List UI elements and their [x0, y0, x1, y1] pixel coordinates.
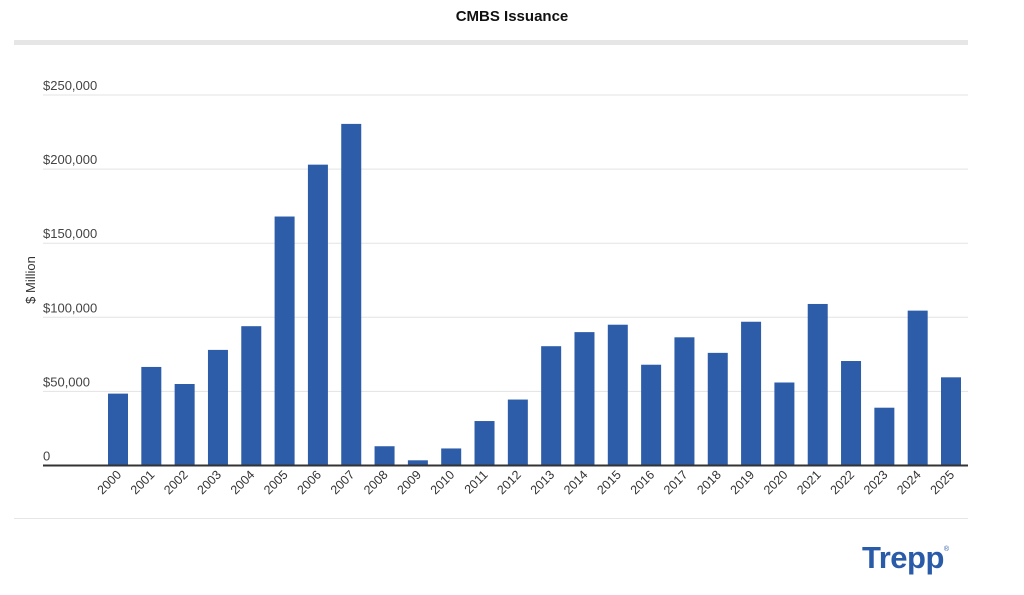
bar-2025 — [941, 377, 961, 466]
x-tick-label: 2024 — [894, 468, 924, 498]
y-tick-label: $150,000 — [43, 226, 97, 241]
bar-2008 — [374, 446, 395, 466]
bar-2006 — [307, 164, 328, 466]
y-tick-label: $100,000 — [43, 300, 97, 315]
y-tick-label: $250,000 — [43, 78, 97, 93]
bar-2005 — [274, 216, 295, 466]
x-tick-label: 2004 — [228, 468, 258, 498]
bar-2003 — [207, 349, 228, 466]
bar-2023 — [874, 407, 895, 466]
x-tick-label: 2023 — [861, 468, 891, 498]
x-tick-label: 2008 — [361, 468, 391, 498]
bar-2024 — [907, 310, 928, 466]
x-tick-label: 2000 — [95, 468, 125, 498]
y-tick-label: 0 — [43, 449, 50, 464]
bar-2004 — [241, 326, 262, 466]
x-tick-label: 2003 — [195, 468, 225, 498]
bar-2002 — [174, 383, 195, 466]
x-tick-label: 2011 — [462, 468, 491, 497]
bar-2007 — [341, 123, 362, 466]
y-axis-label: $ Million — [23, 256, 38, 304]
bar-2016 — [641, 364, 662, 466]
bar-2018 — [707, 352, 728, 466]
x-tick-label: 2017 — [661, 468, 691, 498]
footer-divider — [14, 518, 968, 519]
x-tick-label: 2006 — [294, 468, 324, 498]
bar-2013 — [541, 346, 562, 466]
x-tick-label: 2015 — [594, 468, 624, 498]
bar-2014 — [574, 332, 595, 466]
y-tick-label: $50,000 — [43, 374, 90, 389]
x-tick-label: 2022 — [828, 468, 858, 498]
bar-2020 — [774, 382, 795, 466]
x-tick-label: 2016 — [628, 468, 658, 498]
x-tick-label: 2018 — [694, 468, 724, 498]
logo-text: Trepp — [862, 540, 944, 575]
chart-title: CMBS Issuance — [455, 8, 569, 25]
x-tick-label: 2019 — [728, 468, 758, 498]
bar-2015 — [607, 324, 628, 466]
bar-2009 — [407, 460, 428, 466]
bar-2011 — [474, 421, 495, 466]
bar-2012 — [507, 399, 528, 466]
bar-2022 — [841, 361, 862, 466]
x-tick-label: 2001 — [128, 468, 158, 498]
bar-2001 — [141, 366, 162, 466]
x-tick-label: 2013 — [528, 468, 558, 498]
bar-2021 — [807, 303, 828, 466]
x-tick-label: 2021 — [794, 468, 824, 498]
trepp-logo: Trepp® — [862, 540, 949, 576]
x-tick-label: 2014 — [561, 468, 591, 498]
x-tick-label: 2002 — [161, 468, 191, 498]
x-tick-label: 2009 — [394, 468, 424, 498]
x-tick-label: 2005 — [261, 468, 291, 498]
bar-2017 — [674, 337, 695, 466]
bar-2019 — [741, 321, 762, 466]
y-tick-label: $200,000 — [43, 152, 97, 167]
header-divider — [14, 40, 968, 45]
registered-mark: ® — [943, 546, 949, 553]
bar-2010 — [441, 448, 462, 466]
x-tick-label: 2012 — [494, 468, 524, 498]
bar-2000 — [108, 393, 128, 466]
x-tick-label: 2025 — [928, 468, 958, 498]
x-tick-label: 2020 — [761, 468, 791, 498]
x-tick-label: 2007 — [328, 468, 358, 498]
x-tick-label: 2010 — [428, 468, 458, 498]
